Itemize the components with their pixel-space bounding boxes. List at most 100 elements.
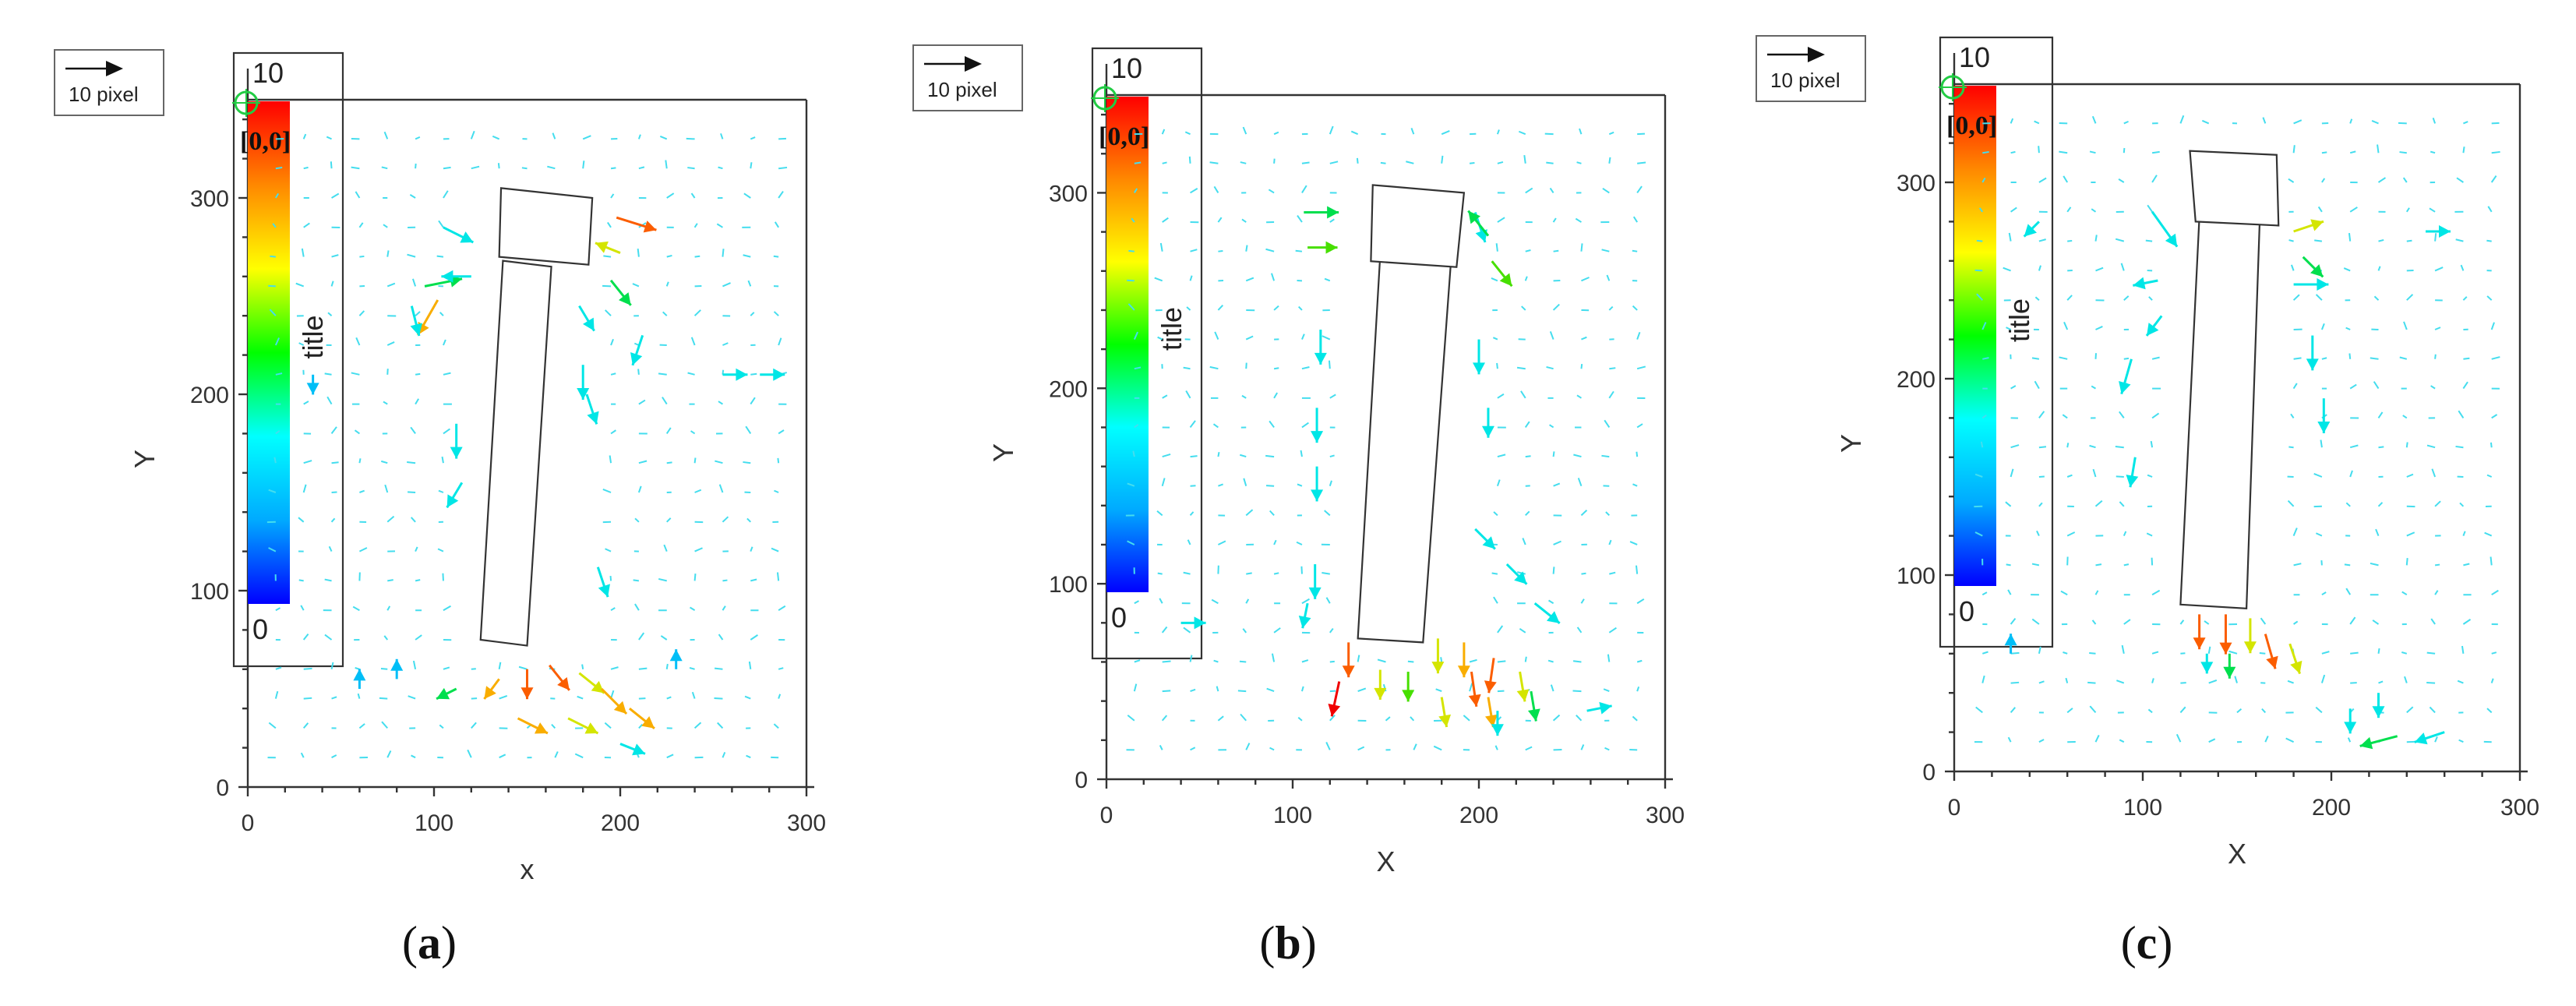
background-vector (381, 460, 388, 464)
background-vector (2320, 439, 2323, 448)
background-vector (1604, 747, 1610, 751)
background-vector (665, 160, 668, 169)
vector-arrow (2200, 653, 2214, 674)
background-vector (743, 254, 751, 258)
background-vector (386, 341, 395, 346)
background-vector (581, 664, 584, 669)
background-vector (1273, 367, 1279, 370)
background-vector (750, 546, 753, 552)
background-vector (2426, 444, 2436, 449)
background-vector (1497, 217, 1505, 223)
vector-arrow (1516, 671, 1530, 702)
background-vector (1580, 598, 1585, 604)
background-vector (2349, 470, 2353, 478)
background-vector (302, 634, 309, 641)
background-vector (2431, 468, 2437, 478)
vector-arrow (353, 669, 366, 689)
background-vector (1573, 454, 1582, 458)
background-vector (324, 634, 333, 641)
background-vector (386, 369, 389, 375)
vector-arrow (596, 567, 610, 598)
vector-arrow (585, 394, 599, 425)
background-vector (355, 191, 361, 199)
background-vector (436, 255, 444, 258)
vector-head (619, 292, 631, 305)
background-vector (610, 666, 619, 670)
background-vector (1295, 249, 1303, 252)
background-vector (746, 754, 751, 759)
vector-head (632, 743, 645, 756)
scale-legend-arrow-icon (1808, 47, 1825, 62)
panel-b: 0 100 200 300 0 100 200 300 X Y 10 0 [0,0] title 10 pi… (859, 0, 1717, 1006)
background-vector (1525, 510, 1530, 517)
background-vector (1636, 423, 1643, 429)
background-vector (610, 429, 616, 435)
background-vector (2066, 295, 2073, 301)
background-vector (1629, 541, 1638, 545)
background-vector (638, 460, 648, 464)
background-vector (778, 667, 784, 670)
background-vector (467, 749, 472, 758)
background-vector (2321, 178, 2326, 183)
vector-arrow (1311, 408, 1324, 443)
x-tick-label: 300 (2500, 795, 2539, 821)
colorbar-gradient (248, 101, 290, 604)
background-vector (439, 312, 444, 316)
background-vector (1497, 393, 1505, 399)
background-vector (1525, 746, 1533, 751)
background-vector (720, 132, 724, 139)
background-vector (2180, 652, 2186, 655)
background-vector (717, 722, 724, 729)
background-vector (383, 131, 389, 139)
vector-arrow (1314, 330, 1327, 365)
background-vector (1301, 334, 1305, 340)
background-vector (2377, 144, 2380, 154)
background-vector (694, 255, 700, 258)
background-vector (2293, 620, 2299, 625)
background-vector (2406, 531, 2415, 537)
background-vector (303, 697, 312, 700)
background-vector (2063, 651, 2068, 655)
background-vector (359, 255, 365, 258)
background-vector (2398, 122, 2407, 125)
background-vector (773, 723, 779, 729)
colorbar-gradient (1106, 97, 1149, 592)
background-vector (1981, 177, 1986, 183)
background-vector (665, 427, 672, 434)
background-vector (1636, 686, 1640, 692)
background-vector (2264, 736, 2269, 743)
vector-series (2004, 210, 2451, 750)
background-vector (384, 484, 389, 493)
background-vector (2434, 736, 2438, 743)
background-vector (2208, 738, 2216, 743)
background-vector (2062, 414, 2068, 419)
background-vector (745, 425, 752, 434)
background-vector (1161, 715, 1168, 722)
background-vector (2008, 232, 2012, 242)
background-vector (633, 579, 640, 582)
background-vector (1546, 365, 1554, 370)
background-vector (443, 428, 450, 435)
vector-head (2004, 634, 2017, 646)
background-vector (2038, 146, 2040, 154)
background-vector (1301, 185, 1307, 193)
background-vector (1217, 217, 1223, 223)
background-vector (722, 282, 731, 288)
background-vector (1552, 217, 1557, 223)
background-vector (2402, 415, 2408, 419)
background-vector (2292, 383, 2298, 390)
vector-head (736, 368, 748, 381)
background-vector (2459, 502, 2465, 507)
background-vector (2486, 708, 2493, 714)
background-vector (1270, 273, 1276, 281)
background-vector (2288, 239, 2294, 242)
background-vector (2405, 558, 2408, 566)
x-tick-label: 100 (2123, 795, 2162, 821)
vector-arrow (410, 305, 423, 337)
background-vector (2038, 739, 2045, 743)
background-vector (2321, 357, 2327, 360)
obstacle-cap (498, 187, 594, 266)
background-vector (2034, 120, 2040, 125)
background-vector (1982, 357, 1989, 360)
